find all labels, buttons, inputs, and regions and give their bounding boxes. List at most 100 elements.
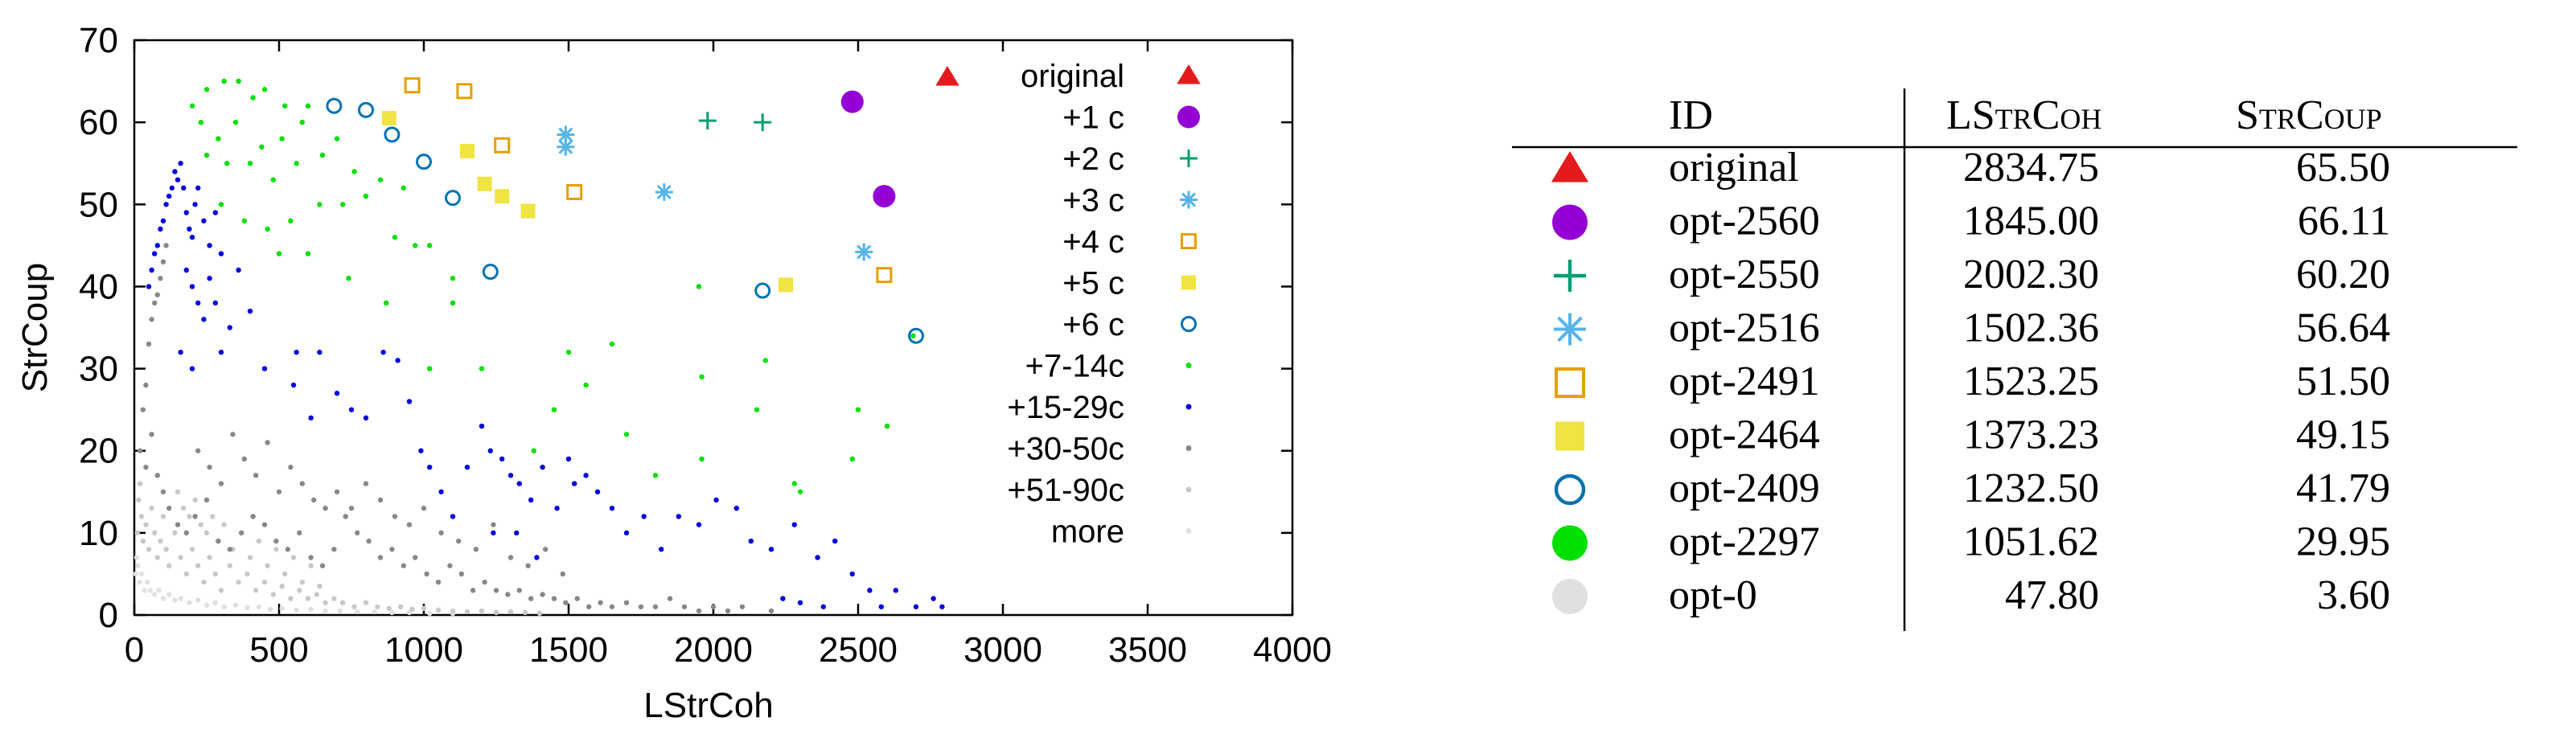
- data-point: [294, 161, 299, 166]
- legend-marker-more: [1185, 528, 1192, 534]
- series-more: [133, 555, 456, 617]
- data-point: [140, 538, 146, 544]
- data-point: [146, 341, 152, 347]
- data-point: [514, 530, 520, 536]
- data-point: [696, 608, 702, 614]
- data-point: [477, 176, 492, 191]
- data-point: [424, 571, 429, 577]
- y-tick-label: 10: [79, 514, 118, 553]
- data-point: [409, 606, 415, 613]
- data-point: [149, 267, 154, 273]
- data-point: [331, 547, 337, 552]
- row-id: opt-2550: [1669, 252, 1820, 297]
- row-marker-opt-2516: [1554, 313, 1586, 346]
- legend-label: original: [1021, 59, 1124, 94]
- data-point: [203, 152, 210, 158]
- data-point: [554, 506, 560, 511]
- data-point: [623, 432, 630, 437]
- data-point: [340, 202, 346, 207]
- data-point: [227, 547, 232, 552]
- data-point: [288, 218, 294, 223]
- data-point: [294, 349, 299, 355]
- y-tick-label: 70: [79, 21, 118, 60]
- scatter-plot: 0 500 1000 1500 2000 2500 3000 3500 4000 0 10 20 30 4…: [15, 21, 1332, 725]
- legend-label: +5 c: [1062, 266, 1124, 301]
- data-point: [172, 169, 178, 174]
- data-point: [288, 464, 294, 470]
- data-point: [528, 596, 534, 601]
- data-point: [358, 101, 374, 118]
- data-point: [450, 514, 456, 519]
- data-point: [516, 588, 522, 593]
- data-point: [910, 333, 916, 338]
- row-id: opt-2516: [1669, 305, 1820, 351]
- data-point: [699, 456, 705, 462]
- data-point: [334, 391, 340, 396]
- legend-label: +30-50c: [1007, 432, 1124, 467]
- data-point: [531, 448, 536, 453]
- data-point: [377, 497, 384, 503]
- data-point: [314, 592, 319, 597]
- row-id: opt-2297: [1669, 519, 1820, 565]
- row-id: original: [1669, 145, 1799, 191]
- data-point: [288, 596, 294, 601]
- data-point: [160, 489, 166, 494]
- data-point: [438, 530, 444, 536]
- x-tick-label: 500: [249, 630, 308, 670]
- y-axis-label: StrCoup: [15, 263, 55, 392]
- row-strcoup: 65.50: [2296, 145, 2390, 191]
- data-point: [473, 547, 479, 552]
- data-point: [198, 119, 203, 125]
- data-point: [522, 609, 528, 616]
- data-point: [392, 234, 398, 240]
- data-point: [832, 538, 838, 544]
- data-point: [178, 555, 183, 560]
- data-point: [221, 604, 227, 609]
- data-point: [216, 136, 221, 141]
- data-point: [401, 185, 406, 191]
- data-point: [160, 218, 166, 223]
- data-point: [216, 538, 221, 544]
- data-point: [160, 596, 166, 601]
- row-strcoup: 56.64: [2296, 305, 2390, 351]
- data-point: [450, 300, 456, 306]
- data-point: [586, 604, 592, 609]
- data-point: [427, 366, 433, 371]
- data-point: [435, 579, 442, 585]
- data-point: [375, 604, 380, 609]
- data-point: [218, 202, 224, 207]
- series-2-c: [698, 112, 772, 132]
- x-tick-label: 0: [125, 630, 144, 670]
- table-row: original 2834.75 65.50: [1551, 145, 2390, 191]
- data-point: [334, 489, 340, 494]
- data-point: [195, 563, 201, 568]
- data-point: [447, 563, 453, 568]
- data-point: [363, 193, 369, 199]
- data-point: [137, 579, 142, 585]
- data-point: [427, 464, 433, 470]
- data-point: [201, 317, 207, 322]
- data-point: [438, 489, 444, 494]
- data-point: [710, 604, 717, 609]
- data-point: [297, 588, 302, 593]
- data-point: [574, 596, 580, 601]
- data-point: [754, 113, 772, 132]
- data-point: [250, 95, 256, 100]
- legend-label: +6 c: [1062, 307, 1124, 342]
- data-point: [499, 456, 505, 462]
- table-row: opt-2409 1232.50 41.79: [1554, 465, 2390, 511]
- data-point: [212, 300, 218, 306]
- data-point: [247, 161, 253, 166]
- data-point: [386, 605, 392, 612]
- table-header-id: ID: [1669, 92, 1713, 138]
- data-point: [187, 514, 192, 519]
- data-point: [363, 600, 369, 605]
- data-point: [218, 349, 224, 355]
- data-point: [166, 592, 172, 597]
- data-point: [207, 276, 212, 281]
- legend-label: more: [1051, 515, 1124, 550]
- table-row: opt-2491 1523.25 51.50: [1555, 359, 2390, 404]
- legend-marker-2-c: [1180, 150, 1198, 167]
- data-point: [218, 481, 224, 486]
- data-point: [218, 251, 224, 256]
